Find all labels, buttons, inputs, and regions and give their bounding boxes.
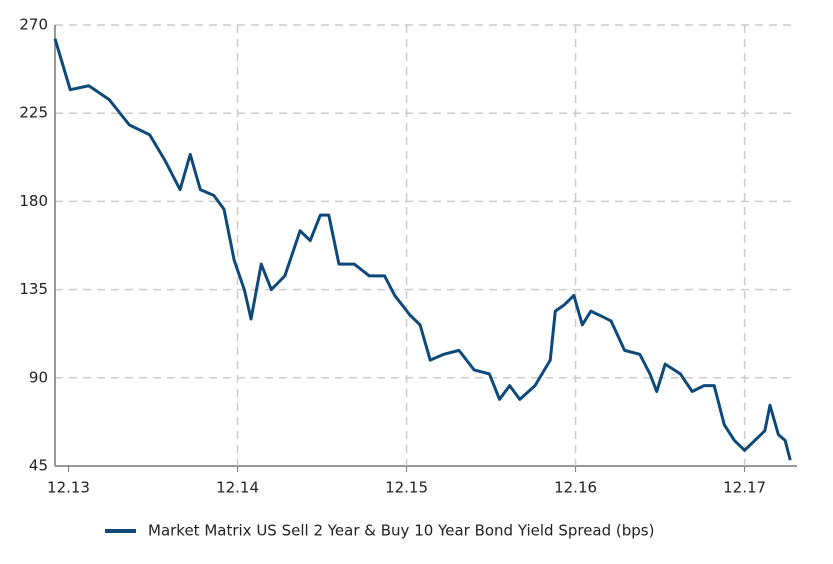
x-tick-label: 12.17: [723, 479, 766, 497]
y-tick-label: 90: [29, 368, 48, 386]
x-tick-label: 12.16: [554, 479, 597, 497]
x-tick-label: 12.14: [216, 479, 259, 497]
y-tick-label: 45: [29, 457, 48, 475]
x-tick-label: 12.13: [47, 479, 90, 497]
x-tick-label: 12.15: [385, 479, 428, 497]
y-tick-label: 180: [19, 192, 48, 210]
y-tick-label: 135: [19, 280, 48, 298]
y-tick-label: 225: [19, 104, 48, 122]
line-series: [53, 38, 792, 461]
y-tick-label: 270: [19, 16, 48, 34]
legend-label: Market Matrix US Sell 2 Year & Buy 10 Ye…: [148, 522, 654, 540]
